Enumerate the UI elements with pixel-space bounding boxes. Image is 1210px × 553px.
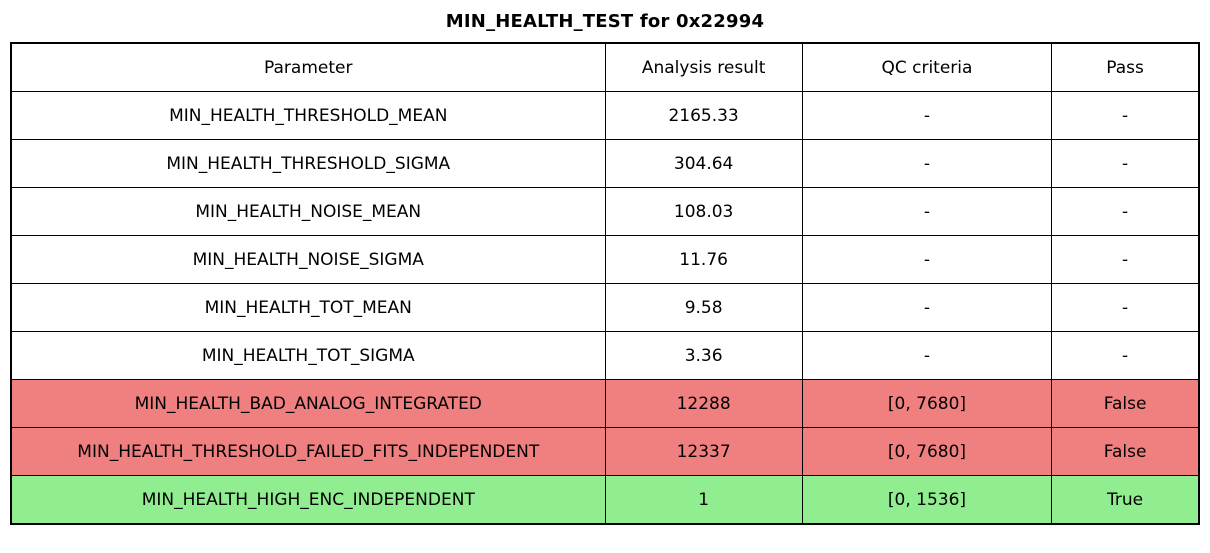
parameter-cell: MIN_HEALTH_TOT_SIGMA xyxy=(10,331,606,380)
qc-results-table: Parameter Analysis result QC criteria Pa… xyxy=(10,42,1200,525)
qc-criteria-cell: [0, 7680] xyxy=(801,427,1053,476)
parameter-cell: MIN_HEALTH_NOISE_SIGMA xyxy=(10,235,606,284)
table-row: MIN_HEALTH_THRESHOLD_SIGMA 304.64 - - xyxy=(10,139,1200,188)
table-row: MIN_HEALTH_TOT_SIGMA 3.36 - - xyxy=(10,331,1200,380)
qc-criteria-cell: - xyxy=(801,283,1053,332)
table-row: MIN_HEALTH_THRESHOLD_FAILED_FITS_INDEPEN… xyxy=(10,427,1200,476)
pass-cell: - xyxy=(1051,283,1200,332)
header-parameter: Parameter xyxy=(10,42,606,92)
table-body: MIN_HEALTH_THRESHOLD_MEAN 2165.33 - - MI… xyxy=(10,91,1200,525)
pass-cell: - xyxy=(1051,139,1200,188)
qc-criteria-cell: - xyxy=(801,235,1053,284)
pass-cell: False xyxy=(1051,379,1200,428)
result-cell: 12337 xyxy=(604,427,803,476)
result-cell: 2165.33 xyxy=(604,91,803,140)
parameter-cell: MIN_HEALTH_BAD_ANALOG_INTEGRATED xyxy=(10,379,606,428)
result-cell: 108.03 xyxy=(604,187,803,236)
pass-cell: False xyxy=(1051,427,1200,476)
table-row: MIN_HEALTH_NOISE_MEAN 108.03 - - xyxy=(10,187,1200,236)
qc-criteria-cell: - xyxy=(801,331,1053,380)
parameter-cell: MIN_HEALTH_HIGH_ENC_INDEPENDENT xyxy=(10,475,606,525)
pass-cell: - xyxy=(1051,235,1200,284)
parameter-cell: MIN_HEALTH_THRESHOLD_SIGMA xyxy=(10,139,606,188)
pass-cell: - xyxy=(1051,331,1200,380)
qc-criteria-cell: - xyxy=(801,139,1053,188)
table-row: MIN_HEALTH_HIGH_ENC_INDEPENDENT 1 [0, 15… xyxy=(10,475,1200,525)
header-analysis-result: Analysis result xyxy=(604,42,803,92)
header-qc-criteria: QC criteria xyxy=(801,42,1053,92)
table-row: MIN_HEALTH_BAD_ANALOG_INTEGRATED 12288 [… xyxy=(10,379,1200,428)
pass-cell: - xyxy=(1051,187,1200,236)
qc-criteria-cell: - xyxy=(801,91,1053,140)
parameter-cell: MIN_HEALTH_NOISE_MEAN xyxy=(10,187,606,236)
table-row: MIN_HEALTH_THRESHOLD_MEAN 2165.33 - - xyxy=(10,91,1200,140)
figure-title: MIN_HEALTH_TEST for 0x22994 xyxy=(445,10,765,32)
result-cell: 11.76 xyxy=(604,235,803,284)
table-row: MIN_HEALTH_NOISE_SIGMA 11.76 - - xyxy=(10,235,1200,284)
result-cell: 12288 xyxy=(604,379,803,428)
qc-criteria-cell: [0, 1536] xyxy=(801,475,1053,525)
result-cell: 9.58 xyxy=(604,283,803,332)
result-cell: 1 xyxy=(604,475,803,525)
table-row: MIN_HEALTH_TOT_MEAN 9.58 - - xyxy=(10,283,1200,332)
pass-cell: True xyxy=(1051,475,1200,525)
parameter-cell: MIN_HEALTH_TOT_MEAN xyxy=(10,283,606,332)
parameter-cell: MIN_HEALTH_THRESHOLD_FAILED_FITS_INDEPEN… xyxy=(10,427,606,476)
result-cell: 304.64 xyxy=(604,139,803,188)
qc-criteria-cell: [0, 7680] xyxy=(801,379,1053,428)
result-cell: 3.36 xyxy=(604,331,803,380)
header-pass: Pass xyxy=(1051,42,1200,92)
pass-cell: - xyxy=(1051,91,1200,140)
header-row: Parameter Analysis result QC criteria Pa… xyxy=(10,42,1200,92)
parameter-cell: MIN_HEALTH_THRESHOLD_MEAN xyxy=(10,91,606,140)
qc-criteria-cell: - xyxy=(801,187,1053,236)
